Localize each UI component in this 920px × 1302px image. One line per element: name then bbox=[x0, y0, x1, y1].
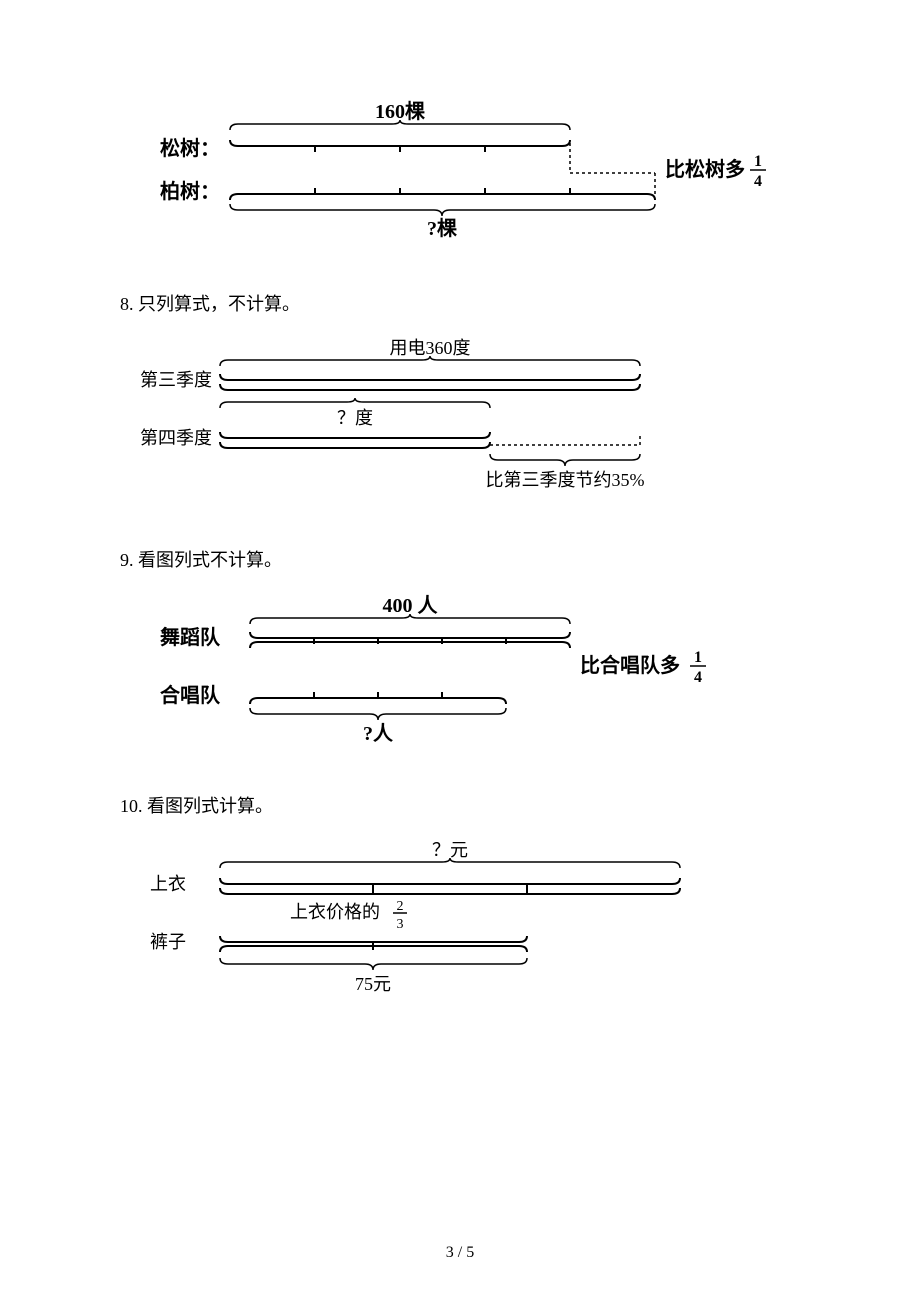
d1-bottom-brace bbox=[230, 204, 655, 216]
diagram-teams: 400 人 舞蹈队 比合唱队多 1 4 合唱队 ?人 bbox=[120, 592, 800, 752]
question-10: 10. 看图列式计算。 bbox=[120, 792, 800, 818]
question-9: 9. 看图列式不计算。 bbox=[120, 546, 800, 572]
d1-top-brace bbox=[230, 120, 570, 130]
d4-frac-den: 3 bbox=[397, 917, 404, 932]
d4-top-label: ？元 bbox=[432, 840, 468, 860]
diagram-trees-svg: 160棵 松树： 比松树多 1 4 柏树： bbox=[120, 100, 800, 250]
diagram-trees: 160棵 松树： 比松树多 1 4 柏树： bbox=[120, 100, 800, 250]
page-number: 3 / 5 bbox=[446, 1244, 474, 1262]
question-8: 8. 只列算式，不计算。 bbox=[120, 290, 800, 316]
diagram-electricity: 用电360度 第三季度 ？度 第四季度 比第三季度节约35% bbox=[120, 336, 800, 506]
d2-bottom-label: 比第三季度节约35% bbox=[486, 470, 645, 490]
diagram-teams-svg: 400 人 舞蹈队 比合唱队多 1 4 合唱队 ?人 bbox=[120, 592, 800, 752]
d2-top-label: 用电360度 bbox=[390, 338, 471, 358]
diagram-electricity-svg: 用电360度 第三季度 ？度 第四季度 比第三季度节约35% bbox=[120, 336, 800, 506]
d3-frac-num: 1 bbox=[694, 649, 702, 666]
d2-row2-label: 第四季度 bbox=[140, 428, 212, 448]
diagram-clothes: ？元 上衣 上衣价格的 2 3 裤子 75元 bbox=[120, 838, 800, 1008]
d3-frac-den: 4 bbox=[694, 669, 702, 686]
d3-right-text: 比合唱队多 bbox=[580, 653, 680, 677]
d2-row1-label: 第三季度 bbox=[140, 370, 212, 390]
d1-frac-num: 1 bbox=[754, 153, 762, 170]
d3-bottom-label: ?人 bbox=[363, 722, 394, 745]
d4-mid-text: 上衣价格的 bbox=[290, 902, 380, 922]
d1-row2-label: 柏树： bbox=[160, 179, 220, 203]
d4-frac-num: 2 bbox=[397, 899, 404, 914]
d1-row2-bar bbox=[230, 194, 655, 200]
d4-row1-label: 上衣 bbox=[150, 874, 186, 894]
d1-frac-den: 4 bbox=[754, 173, 762, 190]
d3-row2-label: 合唱队 bbox=[160, 683, 221, 707]
d4-row2-label: 裤子 bbox=[150, 932, 186, 952]
d1-right-text: 比松树多 bbox=[665, 157, 745, 181]
d4-bottom-label: 75元 bbox=[355, 974, 391, 994]
d2-mid-label: ？度 bbox=[337, 408, 373, 428]
d1-row1-label: 松树： bbox=[160, 137, 220, 160]
d3-top-label: 400 人 bbox=[383, 594, 439, 617]
d1-top-label: 160棵 bbox=[375, 100, 425, 123]
d1-row1-bar bbox=[230, 140, 570, 146]
d1-bottom-label: ?棵 bbox=[427, 216, 457, 240]
diagram-clothes-svg: ？元 上衣 上衣价格的 2 3 裤子 75元 bbox=[120, 838, 800, 1008]
d3-row1-label: 舞蹈队 bbox=[160, 625, 221, 649]
